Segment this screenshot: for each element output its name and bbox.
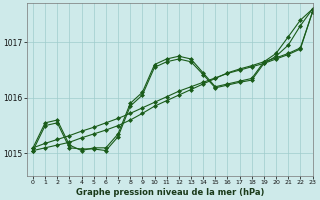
X-axis label: Graphe pression niveau de la mer (hPa): Graphe pression niveau de la mer (hPa) (76, 188, 264, 197)
